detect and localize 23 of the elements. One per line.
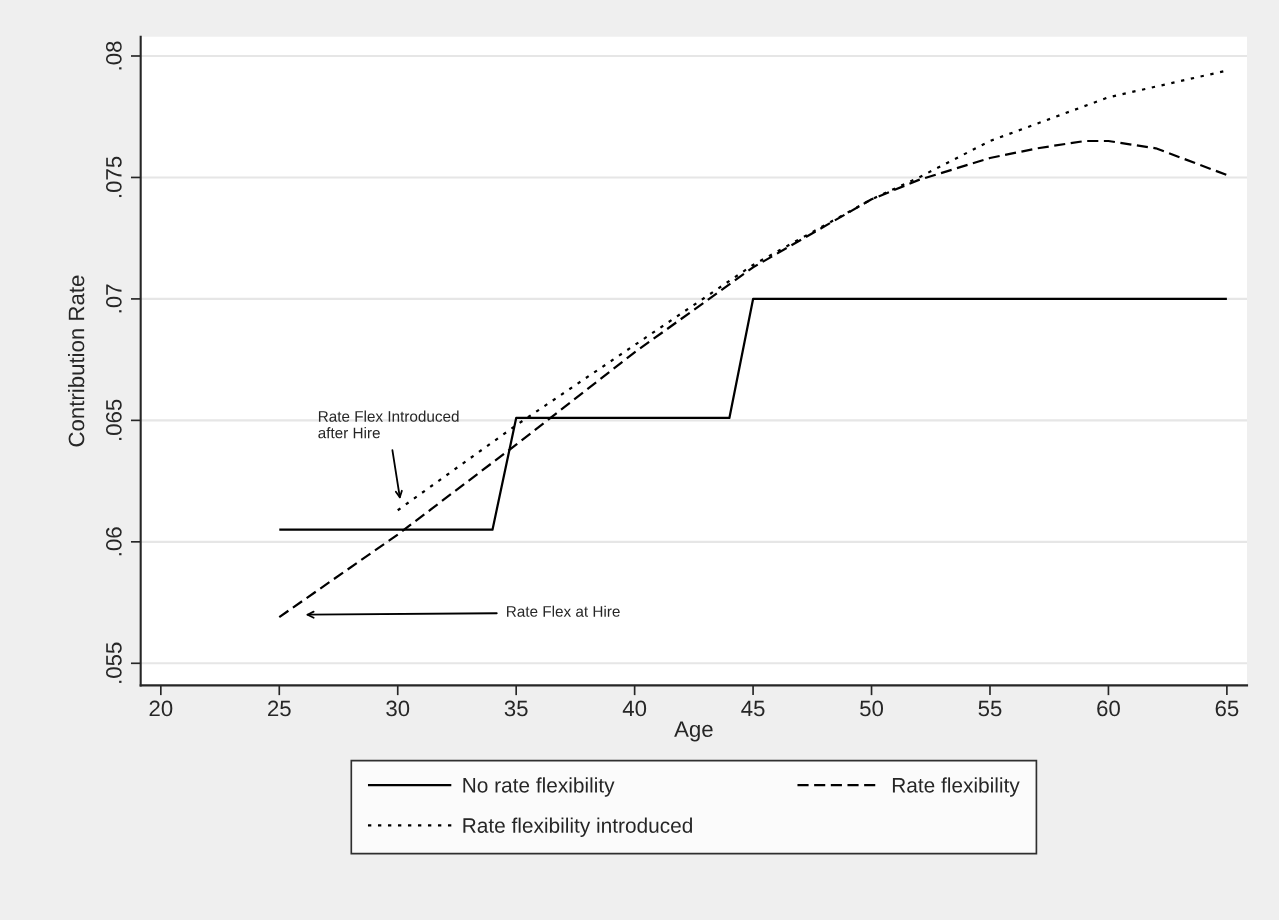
x-tick-label: 20: [149, 700, 173, 717]
legend-label: No rate flexibility: [463, 777, 615, 797]
y-tick-label: .07: [105, 284, 122, 313]
x-tick-label: 45: [741, 700, 765, 717]
y-tick-label: .075: [105, 156, 122, 198]
x-tick-label: 35: [504, 700, 528, 717]
x-tick-label: 30: [386, 700, 410, 717]
x-tick-label: 65: [1215, 700, 1239, 717]
x-tick-label: 55: [978, 700, 1002, 717]
legend-label: Rate flexibility: [892, 777, 1020, 797]
x-axis-title: Age: [674, 721, 713, 742]
y-tick-label: .08: [105, 41, 122, 70]
y-axis-title: Contribution Rate: [68, 275, 85, 447]
y-tick-label: .065: [105, 399, 122, 440]
x-tick-label: 25: [268, 700, 291, 717]
x-tick-label: 50: [860, 700, 884, 717]
x-tick-label: 60: [1097, 700, 1120, 717]
x-tick-label: 40: [622, 700, 647, 717]
annotation: Rate Flex Introduced after Hire: [318, 410, 459, 439]
y-tick-label: .055: [105, 642, 122, 683]
legend-label: Rate flexibility introduced: [463, 817, 692, 838]
annotation: Rate Flex at Hire: [507, 605, 620, 617]
y-tick-label: .06: [105, 527, 122, 556]
